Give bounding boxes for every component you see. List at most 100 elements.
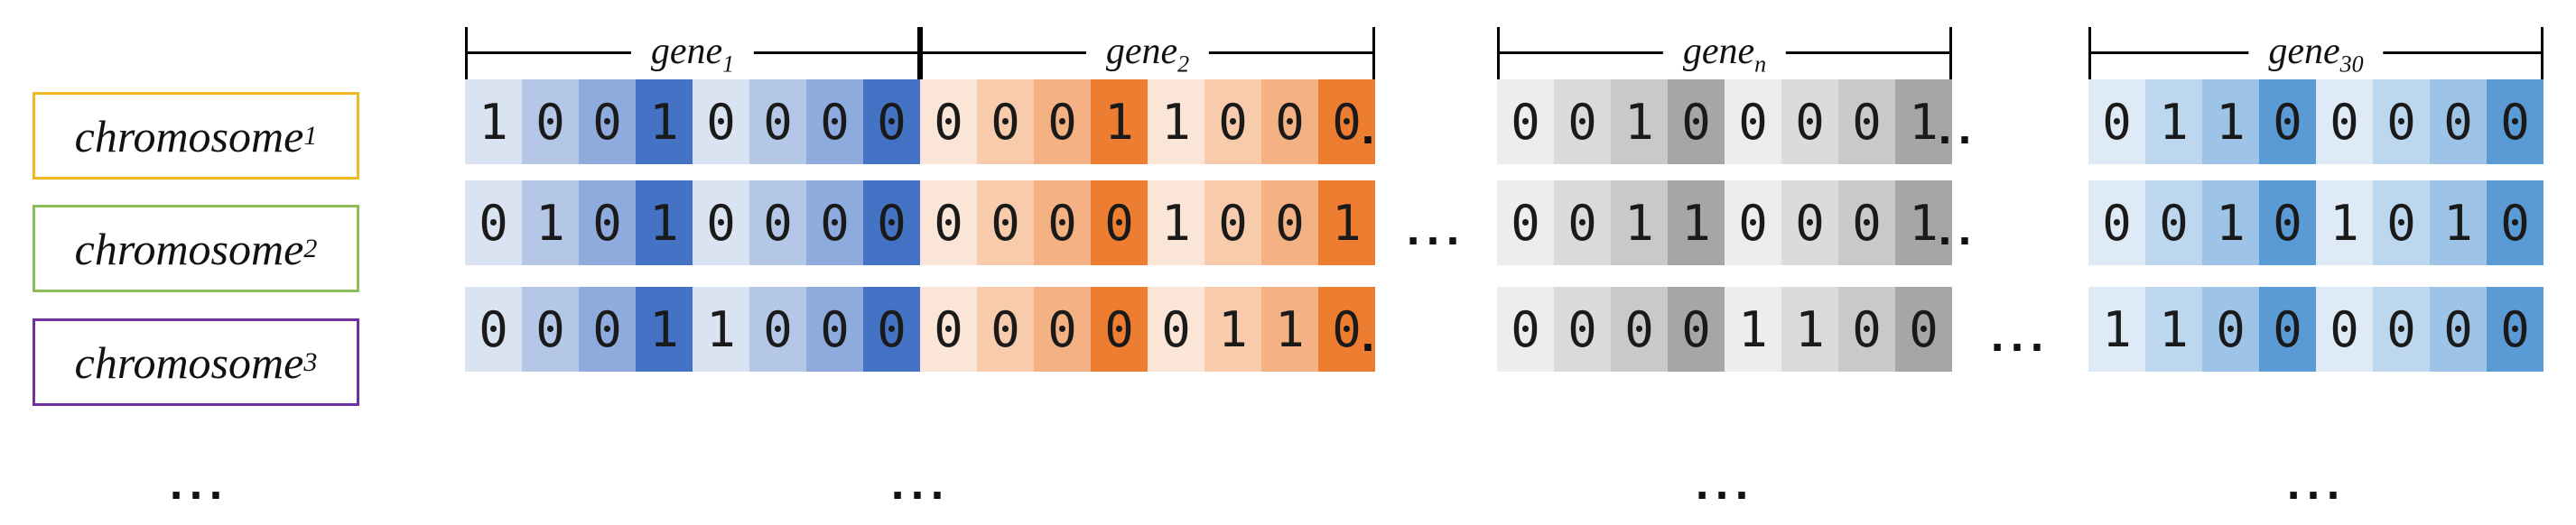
bit-cell: 1 [2430,180,2487,265]
gene1-label: gene1 [630,27,755,78]
ellipsis-more-rows-gene30: ... [2286,464,2346,508]
chromosome-label-base: chromosome [74,110,304,161]
bit-cell: 0 [1034,180,1091,265]
bit-cell: 0 [2259,287,2316,372]
bit-cell: 1 [522,180,579,265]
bit-cell: 1 [636,180,693,265]
bit-cell: 1 [1668,180,1725,265]
bit-cell: 0 [579,180,636,265]
chromosome-label-base: chromosome [74,336,304,388]
bit-cell: 0 [1148,287,1204,372]
continuation-dots: .. [1938,108,1977,152]
bit-cell: 0 [2145,180,2202,265]
bit-cell: 0 [2373,180,2430,265]
bit-cell: 0 [1895,287,1952,372]
bit-cell: 1 [2145,287,2202,372]
bit-cell: 0 [2430,287,2487,372]
bit-cell: 0 [1668,79,1725,164]
bit-cell: 1 [636,79,693,164]
bit-cell: 0 [1554,180,1611,265]
bit-cell: 0 [863,79,920,164]
chromosome1-box: chromosome 1 [33,92,359,180]
gene-label-base: gene [650,31,723,72]
bit-cell: 0 [749,79,806,164]
bit-cell: 1 [1781,287,1838,372]
continuation-dots: .. [1938,209,1977,253]
bit-cell: 0 [2259,180,2316,265]
bit-cell: 0 [1838,287,1895,372]
bit-cell: 0 [1554,79,1611,164]
bit-cell: 1 [1895,79,1952,164]
bit-cell: 0 [806,79,863,164]
bit-cell: 0 [1838,180,1895,265]
bit-cell: 0 [522,287,579,372]
gene-label-subscript: 30 [2339,51,2364,78]
bit-cell: 0 [465,180,522,265]
bit-cell: 1 [1148,180,1204,265]
bit-cell: 0 [1497,180,1554,265]
bit-cell: 1 [1148,79,1204,164]
bit-cell: 1 [693,287,749,372]
gene-label-base: gene [1105,31,1178,72]
bit-cell: 0 [977,287,1034,372]
bit-cell: 1 [2088,287,2145,372]
ellipsis-more-rows-genes12: ... [890,464,950,508]
gene30-bracket: gene30 [2088,27,2543,80]
bit-cell: 0 [1204,79,1261,164]
bit-cell: 1 [1895,180,1952,265]
bit-cell: 0 [920,79,977,164]
bit-cell: 0 [863,180,920,265]
bit-cell: 1 [465,79,522,164]
bit-cell: 0 [749,287,806,372]
bit-cell: 0 [1497,79,1554,164]
bit-cell: 0 [2316,79,2373,164]
bit-cell: 0 [749,180,806,265]
ellipsis-hidden-genes: ... [1406,209,1465,253]
gene1-bracket: gene1 [465,27,920,80]
bit-cell: 0 [1838,79,1895,164]
bit-cell: 1 [1611,180,1668,265]
ellipsis-hidden-genes: ... [1990,316,2050,360]
bit-cell: 0 [1034,79,1091,164]
gene-label-base: gene [2268,31,2340,72]
bit-cell: 0 [1781,180,1838,265]
bit-cell: 0 [863,287,920,372]
bit-cell: 0 [1261,79,1318,164]
bit-cell: 0 [920,287,977,372]
bit-cell: 0 [1318,287,1375,372]
bit-cell: 1 [1091,79,1148,164]
bit-cell: 1 [636,287,693,372]
bit-cell: 0 [693,180,749,265]
gene-n-label: genen [1662,27,1787,78]
bit-cell: 0 [2487,287,2543,372]
gene-label-subscript: n [1754,51,1767,78]
bit-cell: 0 [465,287,522,372]
bit-cell: 0 [2373,79,2430,164]
gene-n-bracket: genen [1497,27,1952,80]
bit-cell: 0 [1261,180,1318,265]
ellipsis-more-chromosomes: ... [169,464,228,508]
bit-cell: 0 [1034,287,1091,372]
bit-cell: 1 [2145,79,2202,164]
bit-cell: 0 [2373,287,2430,372]
bit-cell: 0 [2202,287,2259,372]
gene-label-subscript: 1 [722,51,735,78]
bit-cell: 0 [977,180,1034,265]
bit-cell: 0 [1668,287,1725,372]
bit-cell: 0 [806,180,863,265]
chromosome2-box: chromosome 2 [33,205,359,292]
bit-cell: 1 [1261,287,1318,372]
bit-cell: 0 [2487,180,2543,265]
bit-cell: 0 [579,79,636,164]
bit-cell: 0 [693,79,749,164]
bit-cell: 1 [1725,287,1781,372]
